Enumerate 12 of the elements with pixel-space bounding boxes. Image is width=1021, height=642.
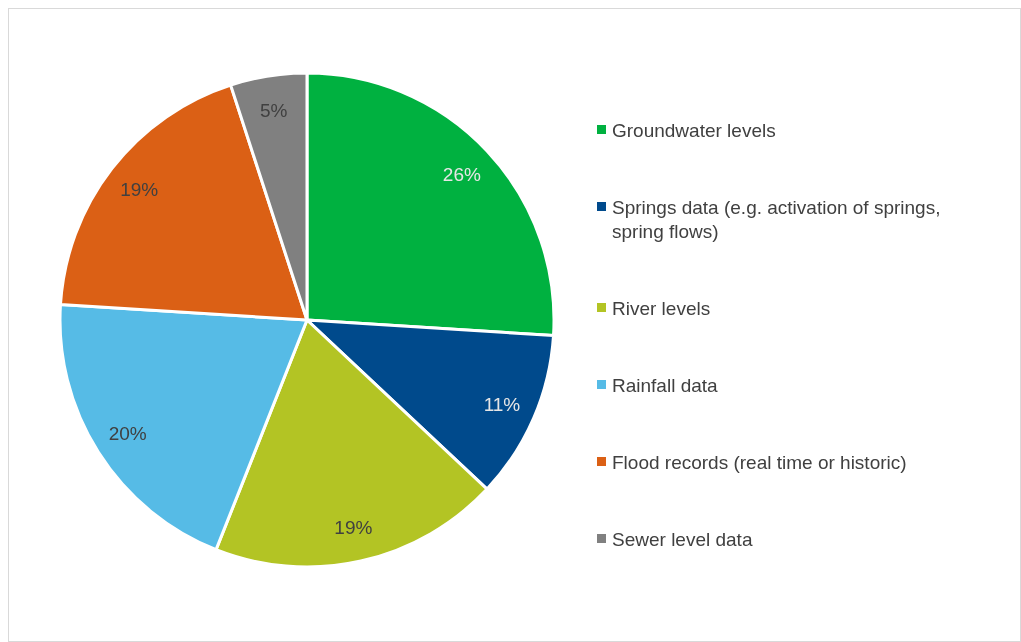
legend-label: Rainfall data <box>612 374 719 396</box>
data-label: 19% <box>120 179 159 201</box>
data-label: 11% <box>483 393 521 415</box>
legend-label: Sewer level data <box>612 528 753 550</box>
data-label: 20% <box>108 423 147 445</box>
legend-label: River levels <box>612 297 711 319</box>
legend-label: Springs data (e.g. activation of springs, spring flows) <box>612 196 941 242</box>
data-label: 19% <box>334 516 373 538</box>
data-label: 5% <box>260 99 288 121</box>
legend-label: Groundwater levels <box>612 119 776 141</box>
legend-label: Flood records (real time or historic) <box>612 451 907 473</box>
data-label: 26% <box>442 164 481 186</box>
